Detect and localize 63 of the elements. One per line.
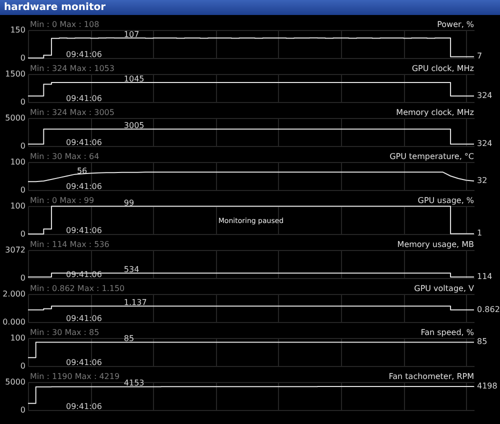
y-axis-title: Fan tachometer, RPM [388,372,474,381]
y-tick-label: 3072 [5,246,26,254]
chart-subtitle: Min : 324 Max : 3005 [30,108,114,117]
annotation: 09:41:06 [66,94,102,103]
data-label: 7 [477,52,482,61]
y-tick-label: 100 [10,334,26,342]
chart-subtitle: Min : 324 Max : 1053 [30,64,114,73]
y-axis-title: Memory usage, MB [397,240,474,249]
chart-title: hardware monitor [0,0,500,15]
y-tick-label: 5000 [5,114,26,122]
y-tick-label: 0.000 [2,318,26,326]
data-label: 114 [477,272,492,281]
data-label: 85 [477,337,488,346]
chart-subtitle: Min : 114 Max : 536 [30,240,110,249]
data-label: 324 [477,139,492,148]
chart-subtitle: Min : 0 Max : 99 [30,196,94,205]
y-axis-title: GPU usage, % [418,196,474,205]
y-tick-label: 150 [10,26,26,34]
y-tick-label: 0 [20,54,26,62]
data-label: 3005 [124,121,144,130]
y-tick-label: 0 [20,406,26,414]
data-label: 4153 [124,378,144,388]
annotation: 09:41:06 [66,182,102,191]
data-label: 324 [477,90,492,100]
data-label: 534 [124,265,140,274]
data-label: 32 [477,176,488,186]
annotation: 09:41:06 [66,138,102,147]
y-tick-label: 0 [20,274,26,282]
y-tick-label: 0 [20,142,26,150]
data-label: 1045 [124,74,144,84]
data-label: 1.137 [124,298,147,308]
annotation: 09:41:06 [66,50,102,59]
chart-subtitle: Min : 1190 Max : 4219 [30,372,120,381]
data-label: 1 [477,228,482,238]
chart-subtitle: Min : 0 Max : 108 [30,20,100,29]
y-axis-title: Memory clock, MHz [396,108,474,117]
data-label: 56 [76,166,88,176]
chart-subtitle: Min : 30 Max : 64 [30,152,100,161]
y-tick-label: 5000 [5,378,26,386]
data-label: 107 [124,30,140,40]
annotation: 09:41:06 [66,226,102,235]
y-axis-title: Power, % [437,20,474,29]
chart-subtitle: Min : 0.862 Max : 1.150 [30,284,125,293]
y-axis-title: GPU voltage, V [414,284,475,293]
y-tick-label: 100 [10,202,26,210]
data-label: 99 [124,198,134,208]
y-tick-label: 0 [20,186,26,194]
chart-subtitle: Min : 30 Max : 85 [30,328,100,337]
y-axis-title: Fan speed, % [420,328,474,337]
annotation: 09:41:06 [66,314,102,323]
annotation: 09:41:06 [66,402,102,411]
data-label: 85 [124,334,134,344]
y-axis-title: GPU temperature, °C [390,152,474,161]
y-tick-label: 0 [20,98,26,106]
data-label: 4198 [477,381,498,390]
annotation: 09:41:06 [66,358,102,367]
y-tick-label: 0 [20,230,26,238]
y-tick-label: 100 [10,158,26,166]
y-axis-title: GPU clock, MHz [412,64,474,73]
data-label: 0.862 [477,304,500,314]
y-tick-label: 0 [20,362,26,370]
y-tick-label: 2.000 [2,290,26,298]
y-tick-label: 1500 [5,70,26,78]
